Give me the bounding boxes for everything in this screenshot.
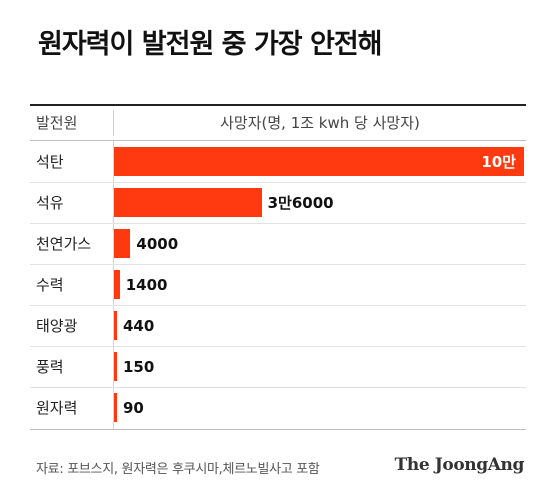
value-label: 10만 bbox=[481, 152, 516, 171]
row-separator bbox=[30, 305, 526, 306]
chart-title: 원자력이 발전원 중 가장 안전해 bbox=[38, 29, 383, 60]
value-label: 150 bbox=[123, 357, 155, 376]
column-header-source: 발전원 bbox=[36, 114, 78, 132]
row-separator bbox=[30, 223, 526, 224]
bar-baseline bbox=[113, 141, 114, 429]
category-label: 풍력 bbox=[36, 357, 64, 376]
value-label: 3만6000 bbox=[267, 193, 334, 212]
bar bbox=[114, 311, 117, 340]
row-separator bbox=[30, 182, 526, 183]
row-separator bbox=[30, 346, 526, 347]
value-label: 90 bbox=[123, 398, 144, 417]
row-separator bbox=[30, 387, 526, 388]
value-label: 1400 bbox=[125, 275, 168, 294]
footer-rule bbox=[30, 429, 526, 430]
value-label: 4000 bbox=[136, 234, 179, 253]
header-bottom-rule bbox=[30, 140, 526, 141]
column-header-deaths: 사망자(명, 1조 kwh 당 사망자) bbox=[220, 114, 420, 132]
row-separator bbox=[30, 264, 526, 265]
bar bbox=[114, 147, 524, 176]
category-label: 수력 bbox=[36, 275, 64, 294]
category-label: 태양광 bbox=[36, 316, 78, 335]
category-label: 석탄 bbox=[36, 152, 64, 171]
publisher-logo: The JoongAng bbox=[394, 455, 525, 475]
value-label: 440 bbox=[123, 316, 155, 335]
bar bbox=[114, 393, 117, 422]
header-divider bbox=[113, 110, 114, 136]
bar bbox=[114, 352, 117, 381]
category-label: 천연가스 bbox=[36, 234, 92, 253]
bar bbox=[114, 188, 262, 217]
bar bbox=[114, 270, 120, 299]
source-note: 자료: 포브스지, 원자력은 후쿠시마,체르노빌사고 포함 bbox=[36, 462, 320, 477]
bar bbox=[114, 229, 131, 258]
category-label: 석유 bbox=[36, 193, 64, 212]
header-top-rule bbox=[30, 104, 526, 106]
category-label: 원자력 bbox=[36, 398, 78, 417]
